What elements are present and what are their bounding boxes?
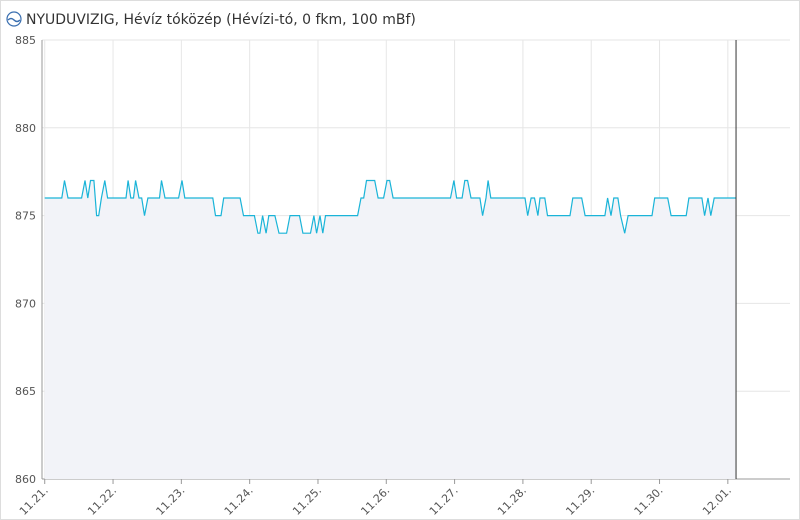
logo	[6, 11, 22, 27]
y-tick-label: 860	[15, 473, 36, 486]
y-tick-label: 875	[15, 210, 36, 223]
y-tick-label: 865	[15, 385, 36, 398]
y-tick-label: 880	[15, 122, 36, 135]
y-tick-label: 885	[15, 34, 36, 47]
area-fill	[44, 180, 736, 479]
chart-title: NYUDUVIZIG, Hévíz tóközép (Hévízi-tó, 0 …	[26, 12, 416, 28]
data-line	[44, 179, 736, 234]
y-tick-label: 870	[15, 297, 36, 310]
